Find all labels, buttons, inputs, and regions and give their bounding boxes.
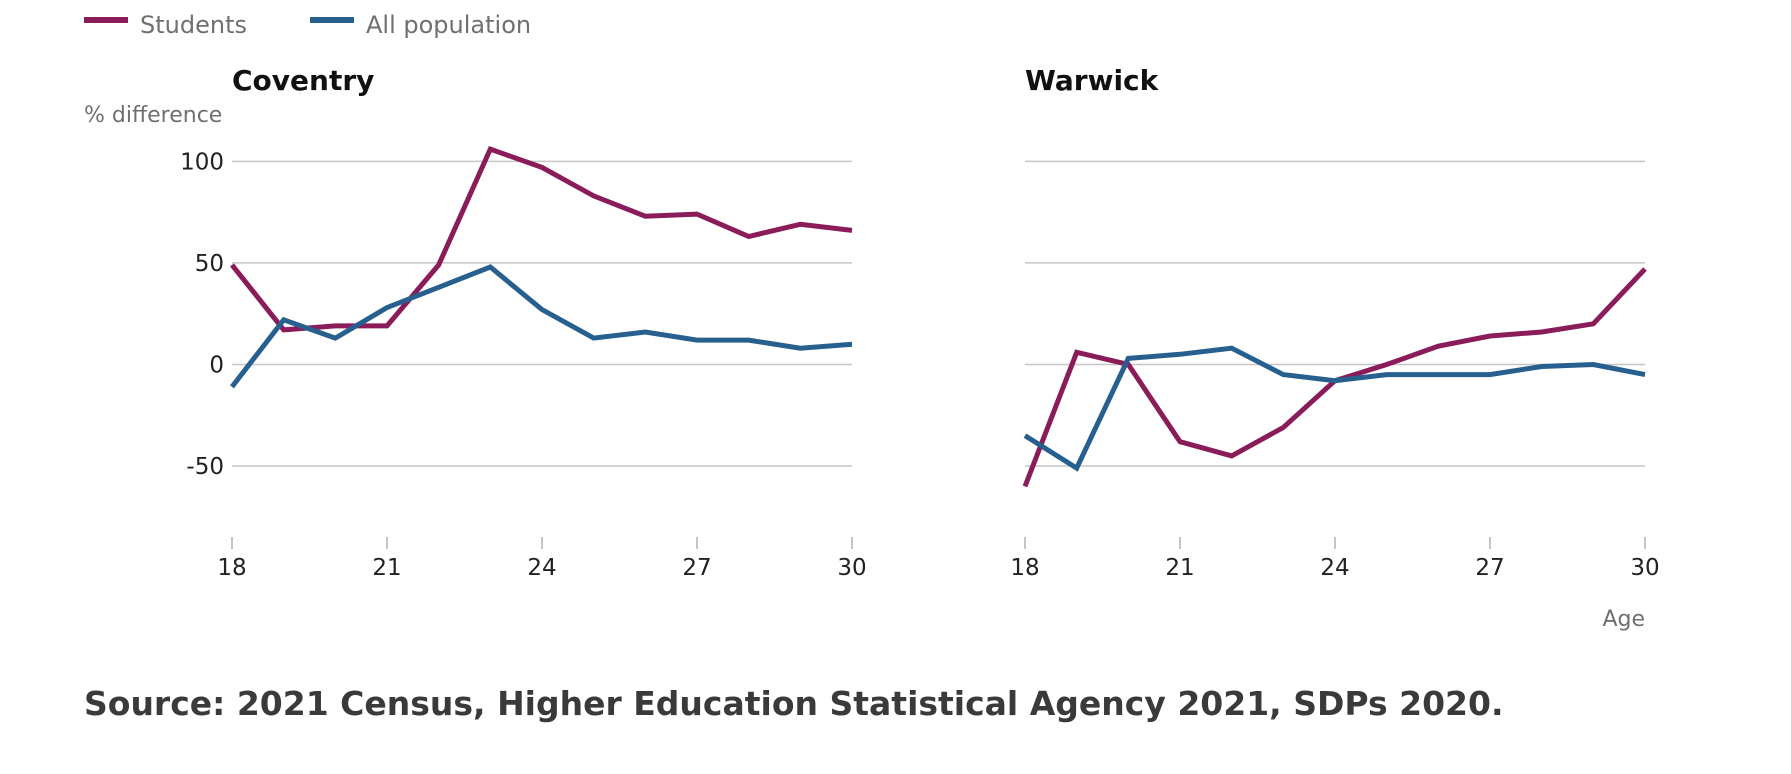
legend-label: All population [366, 11, 531, 39]
legend-label: Students [140, 11, 247, 39]
source-note: Source: 2021 Census, Higher Education St… [84, 684, 1504, 723]
x-tick-label: 30 [1630, 555, 1659, 581]
y-tick-label: 0 [209, 352, 224, 378]
legend-item-students: Students [84, 11, 247, 39]
x-tick-label: 24 [527, 555, 556, 581]
series-line-all-population [1023, 345, 1646, 472]
y-axis-title: % difference [84, 103, 222, 128]
x-tick-label: 18 [217, 555, 246, 581]
y-tick-label: ‑50 [186, 454, 224, 480]
panel-title: Coventry [232, 64, 374, 97]
legend-item-all-population: All population [310, 11, 531, 39]
x-tick-label: 30 [837, 555, 866, 581]
panel-title: Warwick [1025, 64, 1160, 97]
legend: Students All population [84, 11, 531, 39]
x-tick-label: 24 [1320, 555, 1349, 581]
x-tick-label: 21 [372, 555, 401, 581]
y-tick-label: 50 [195, 251, 224, 277]
series-line-all-population [230, 264, 853, 389]
x-tick-label: 18 [1010, 555, 1039, 581]
x-tick-label: 27 [682, 555, 711, 581]
chart-panel-warwick: Warwick 18 21 24 27 30 Age [1010, 64, 1659, 632]
series-line-students [230, 145, 853, 333]
x-axis-title: Age [1602, 607, 1645, 632]
x-tick-label: 27 [1475, 555, 1504, 581]
chart-panel-coventry: Coventry % difference 100 50 0 ‑50 18 21 24 27 30 [84, 64, 867, 581]
x-tick-label: 21 [1165, 555, 1194, 581]
y-tick-label: 100 [180, 149, 224, 175]
